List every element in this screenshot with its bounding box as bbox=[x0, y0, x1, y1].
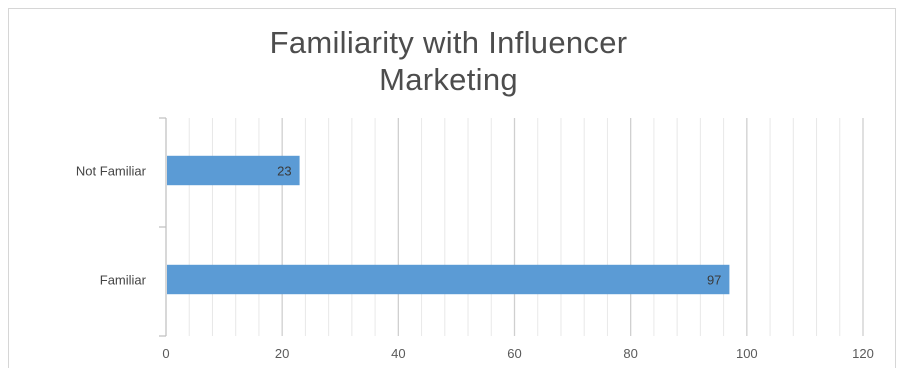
category-labels: Not Familiar Familiar bbox=[76, 164, 147, 288]
data-label: 23 bbox=[277, 164, 291, 179]
x-tick-label: 0 bbox=[162, 346, 169, 361]
chart-title-line-2: Marketing bbox=[379, 62, 518, 97]
x-tick-label: 100 bbox=[736, 346, 758, 361]
grid-lines bbox=[188, 118, 864, 336]
data-label: 97 bbox=[707, 273, 721, 288]
x-tick-label: 120 bbox=[852, 346, 874, 361]
chart-title: Familiarity with Influencer Marketing bbox=[0, 24, 897, 98]
chart-title-line-1: Familiarity with Influencer bbox=[269, 25, 628, 60]
x-tick-labels: 0 20 40 60 80 100 120 bbox=[162, 346, 873, 361]
bars bbox=[167, 155, 730, 295]
category-label: Not Familiar bbox=[76, 164, 147, 179]
x-tick-label: 20 bbox=[275, 346, 289, 361]
x-tick-label: 80 bbox=[623, 346, 637, 361]
x-tick-label: 40 bbox=[391, 346, 405, 361]
chart-frame bbox=[8, 8, 896, 368]
category-axis bbox=[159, 117, 167, 337]
category-label: Familiar bbox=[100, 273, 147, 288]
bar-not-familiar bbox=[167, 155, 300, 186]
bar-familiar bbox=[167, 264, 730, 295]
x-tick-label: 60 bbox=[507, 346, 521, 361]
data-labels: 23 97 bbox=[277, 164, 721, 288]
